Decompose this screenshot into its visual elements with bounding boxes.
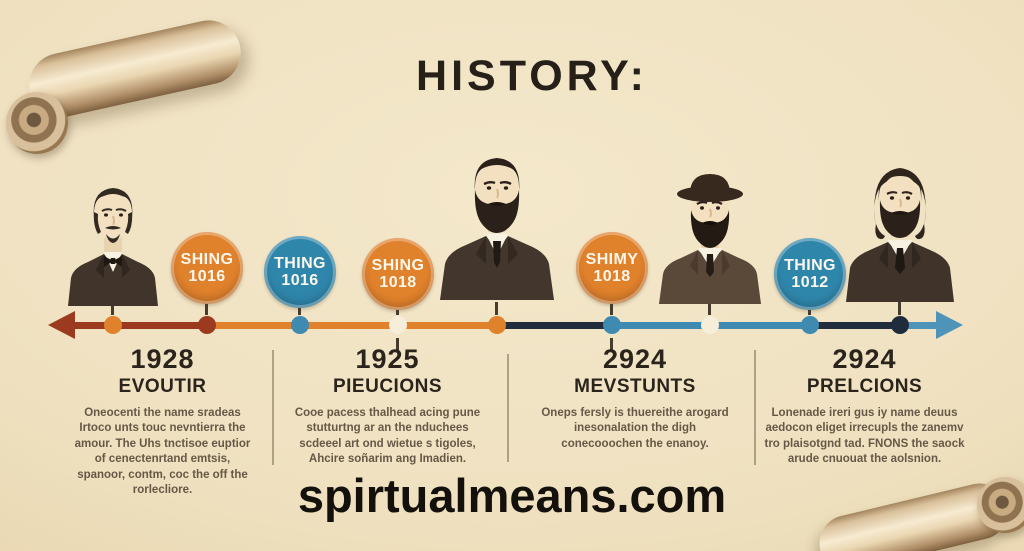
badge-label: SHING <box>371 256 425 274</box>
timeline-dot <box>389 316 407 334</box>
portrait-man-goatee-bowtie <box>58 178 168 306</box>
entry-year: 1925 <box>355 344 420 374</box>
entry-body: Cooe pacess thalhead acing pune stutturt… <box>294 407 481 466</box>
page-title: HISTORY: <box>416 52 648 100</box>
timeline-dot <box>104 316 122 334</box>
timeline-entry-2924-a: 2924 MEVSTUNTS Oneps fersly is thuereith… <box>537 344 733 452</box>
timeline-entry-1925: 1925 PIEUCIONS Cooe pacess thalhead acin… <box>290 344 485 468</box>
scroll-decoration-bottom-right <box>813 438 1024 551</box>
column-separator <box>754 350 756 465</box>
timeline-dot <box>291 316 309 334</box>
connector-tick <box>708 302 711 315</box>
badge-label: SHING <box>180 250 234 268</box>
entry-heading: PRELCIONS <box>806 376 923 397</box>
entry-body: Oneps fersly is thuereithe arogard ineso… <box>541 407 729 450</box>
badge-thing-1012: THING 1012 <box>774 238 846 310</box>
entry-year: 2924 <box>602 344 668 374</box>
badge-thing-1016: THING 1016 <box>264 236 336 308</box>
entry-heading: EVOUTIR <box>118 376 207 397</box>
entry-body: Lonenade ireri gus iy name deuus aedocon… <box>764 407 965 466</box>
timeline-dot <box>801 316 819 334</box>
badge-shing-1016: SHING 1016 <box>171 232 243 304</box>
connector-tick <box>111 302 114 315</box>
badge-year: 1018 <box>379 274 417 291</box>
badge-label: THING <box>274 254 326 272</box>
connector-tick <box>898 302 901 315</box>
timeline-arrow-left-icon <box>48 311 75 339</box>
connector-tick <box>396 338 399 351</box>
timeline-entry-2924-b: 2924 PRELCIONS Lonenade ireri gus iy nam… <box>762 344 967 468</box>
badge-year: 1012 <box>791 274 829 291</box>
entry-year: 2924 <box>832 344 897 374</box>
portrait-man-full-beard <box>432 148 562 300</box>
badge-year: 1016 <box>188 268 226 285</box>
badge-shing-1018: SHING 1018 <box>362 238 434 310</box>
timeline-segment <box>900 322 938 329</box>
scroll-spiral-end <box>977 477 1024 533</box>
column-separator <box>507 354 509 462</box>
timeline-arrow-right-icon <box>936 311 963 339</box>
connector-tick <box>495 302 498 315</box>
badge-label: SHIMY <box>585 250 639 268</box>
badge-label: THING <box>784 256 836 274</box>
portrait-man-hat-beard <box>650 172 770 304</box>
portrait-man-long-hair-beard <box>838 158 962 302</box>
entry-body: Oneocenti the name sradeas Irtoco unts t… <box>74 407 251 497</box>
timeline-segment <box>497 322 612 329</box>
timeline-entry-1928: 1928 EVOUTIR Oneocenti the name sradeas … <box>70 344 255 498</box>
watermark-site-name: spirtualmeans.com <box>297 469 727 522</box>
timeline-segment <box>810 322 900 329</box>
timeline-dot <box>603 316 621 334</box>
timeline-dot <box>488 316 506 334</box>
connector-tick <box>610 338 613 351</box>
timeline-dot <box>701 316 719 334</box>
connector-tick <box>610 302 613 315</box>
entry-year: 1928 <box>130 344 195 374</box>
timeline-segment <box>207 322 497 329</box>
entry-heading: PIEUCIONS <box>332 376 443 397</box>
column-separator <box>272 350 274 465</box>
connector-tick <box>205 302 208 315</box>
timeline-dot <box>891 316 909 334</box>
badge-year: 1016 <box>281 272 319 289</box>
entry-heading: MEVSTUNTS <box>574 376 696 397</box>
timeline-dot <box>198 316 216 334</box>
badge-year: 1018 <box>593 268 631 285</box>
badge-shimy-1018: SHIMY 1018 <box>576 232 648 304</box>
scroll-decoration-top-left <box>0 14 265 154</box>
connector-tick <box>298 302 301 315</box>
scroll-spiral-end <box>6 92 68 154</box>
timeline-segment <box>74 322 207 329</box>
